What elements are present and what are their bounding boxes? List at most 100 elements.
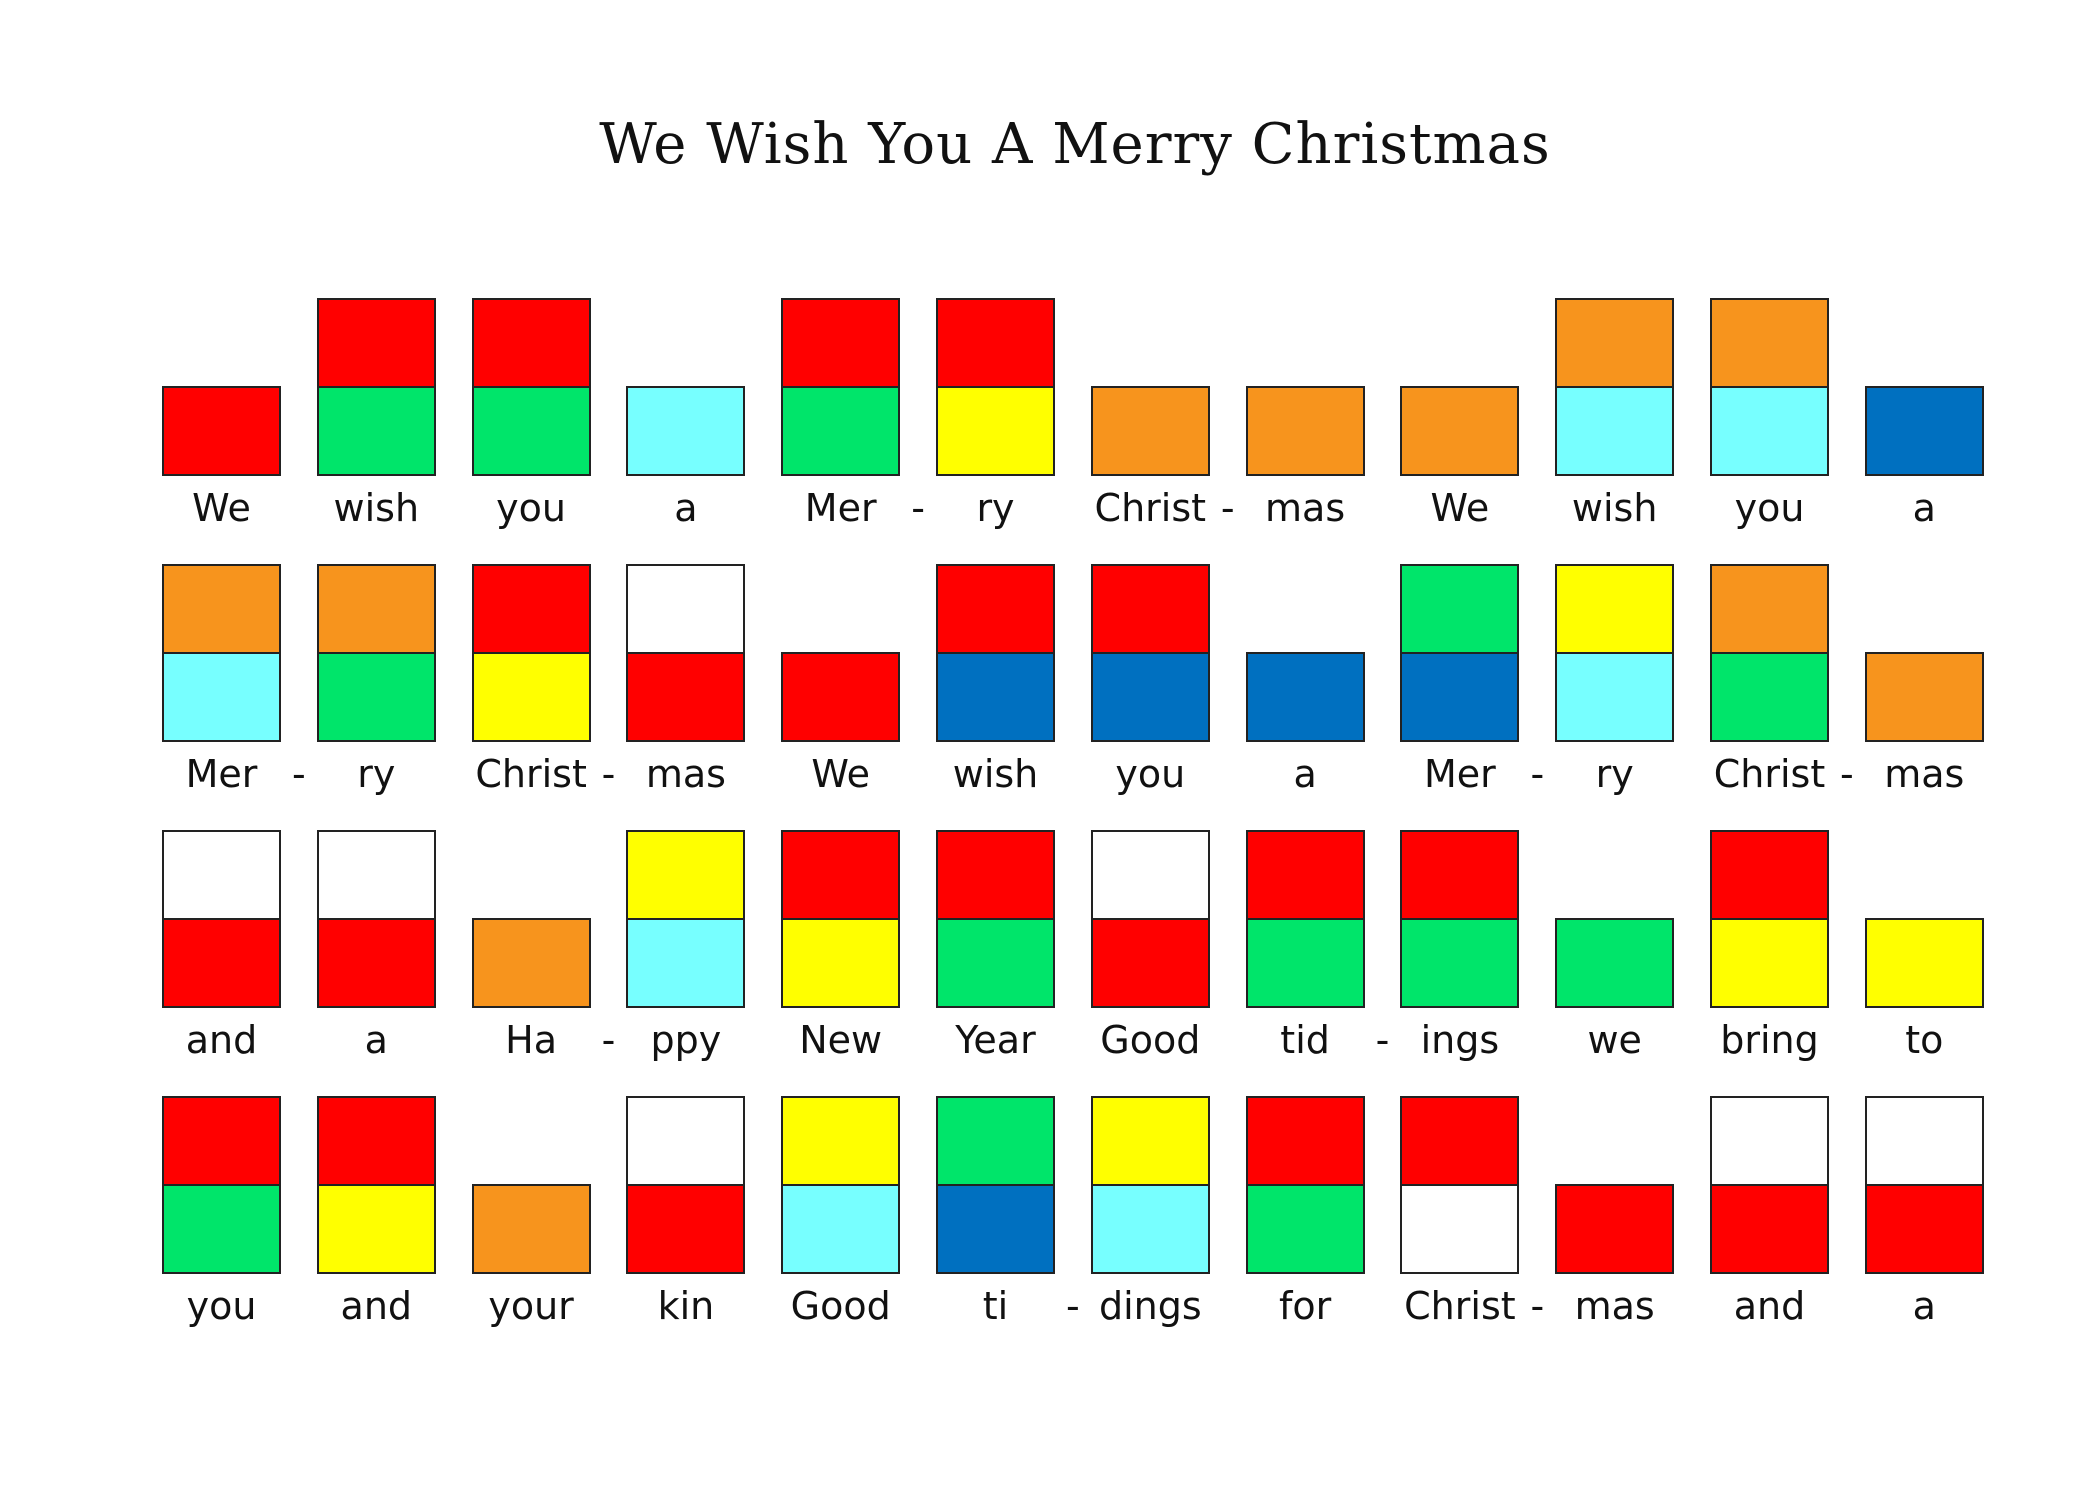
note-block-top <box>1245 830 1365 920</box>
lyric-syllable: and <box>1733 1284 1806 1328</box>
note-block-bottom <box>1245 386 1365 476</box>
note-block-top <box>1400 1096 1520 1186</box>
lyric-syllable: and <box>185 1018 258 1062</box>
note-block-top <box>1090 1096 1210 1186</box>
note-block-bottom <box>1245 652 1365 742</box>
note-block-bottom <box>1710 386 1829 476</box>
lyric-syllable: and <box>340 1284 413 1328</box>
note-block-top <box>316 830 436 920</box>
note-block-bottom <box>1400 386 1520 476</box>
note-block-top <box>316 564 436 654</box>
syllable-hyphen: - <box>1375 1018 1390 1062</box>
lyric-syllable: wish <box>952 752 1039 796</box>
note-block-bottom <box>936 918 1055 1008</box>
lyric-syllable: we <box>1587 1018 1642 1062</box>
note-block-bottom <box>316 1184 436 1274</box>
note-block-bottom <box>471 918 591 1008</box>
note-block-top <box>1710 564 1829 654</box>
note-block-bottom <box>1245 918 1365 1008</box>
lyric-syllable: a <box>364 1018 388 1062</box>
syllable-hyphen: - <box>1220 486 1235 530</box>
note-block-bottom <box>1555 1184 1675 1274</box>
lyric-syllable: dings <box>1098 1284 1202 1328</box>
lyric-syllable: Mer <box>185 752 258 796</box>
lyric-syllable: bring <box>1720 1018 1819 1062</box>
syllable-hyphen: - <box>1530 1284 1545 1328</box>
note-block-top <box>316 1096 436 1186</box>
lyric-syllable: Christ <box>475 752 587 796</box>
note-block-bottom <box>626 1184 746 1274</box>
note-block-bottom <box>1710 918 1829 1008</box>
note-block-top <box>162 1096 281 1186</box>
syllable-hyphen: - <box>1066 1284 1080 1328</box>
lyric-syllable: Good <box>790 1284 891 1328</box>
note-block-bottom <box>1400 1184 1520 1274</box>
note-block-bottom <box>316 918 436 1008</box>
lyric-syllable: We <box>811 752 871 796</box>
note-block-bottom <box>626 386 746 476</box>
lyric-syllable: Ha <box>505 1018 558 1062</box>
lyric-syllable: kin <box>657 1284 715 1328</box>
note-block-top <box>1710 1096 1829 1186</box>
note-block-bottom <box>1090 652 1210 742</box>
lyric-syllable: your <box>488 1284 574 1328</box>
note-block-bottom <box>936 1184 1055 1274</box>
lyric-syllable: New <box>799 1018 883 1062</box>
note-block-top <box>781 830 901 920</box>
note-block-bottom <box>1400 918 1520 1008</box>
lyric-syllable: a <box>1912 486 1936 530</box>
note-block-top <box>1400 564 1520 654</box>
note-block-top <box>1864 1096 1984 1186</box>
note-block-bottom <box>1555 652 1675 742</box>
syllable-hyphen: - <box>1840 752 1854 796</box>
note-block-bottom <box>471 652 591 742</box>
note-block-bottom <box>1710 1184 1829 1274</box>
syllable-hyphen: - <box>601 1018 616 1062</box>
note-block-top <box>1710 830 1829 920</box>
note-block-bottom <box>162 652 281 742</box>
note-block-bottom <box>162 1184 281 1274</box>
note-block-bottom <box>471 386 591 476</box>
lyric-syllable: ry <box>1595 752 1634 796</box>
note-block-bottom <box>781 918 901 1008</box>
lyric-syllable: tid <box>1280 1018 1330 1062</box>
note-block-bottom <box>1710 652 1829 742</box>
lyric-syllable: ry <box>357 752 396 796</box>
note-block-bottom <box>316 652 436 742</box>
note-block-top <box>316 298 436 388</box>
lyric-syllable: ppy <box>650 1018 722 1062</box>
lyric-syllable: Christ <box>1404 1284 1516 1328</box>
lyric-syllable: for <box>1278 1284 1332 1328</box>
note-block-top <box>162 564 281 654</box>
lyric-syllable: mas <box>1265 486 1346 530</box>
lyric-syllable: a <box>1293 752 1317 796</box>
note-block-top <box>1245 1096 1365 1186</box>
syllable-hyphen: - <box>911 486 925 530</box>
note-block-top <box>626 564 746 654</box>
lyric-syllable: wish <box>333 486 420 530</box>
note-block-bottom <box>936 652 1055 742</box>
note-block-bottom <box>1555 918 1675 1008</box>
lyric-syllable: Christ <box>1094 486 1207 530</box>
lyric-syllable: mas <box>645 752 726 796</box>
lyric-syllable: you <box>186 1284 257 1328</box>
lyric-syllable: We <box>192 486 251 530</box>
note-block-bottom <box>1864 918 1984 1008</box>
note-block-top <box>471 564 591 654</box>
lyric-syllable: ings <box>1420 1018 1500 1062</box>
lyric-syllable: Christ <box>1713 752 1826 796</box>
note-block-bottom <box>1090 918 1210 1008</box>
note-block-bottom <box>471 1184 591 1274</box>
lyric-syllable: wish <box>1571 486 1658 530</box>
note-block-top <box>626 830 746 920</box>
note-block-top <box>162 830 281 920</box>
syllable-hyphen: - <box>601 752 616 796</box>
note-block-bottom <box>1400 652 1520 742</box>
lyric-syllable: you <box>496 486 566 530</box>
note-block-top <box>781 1096 901 1186</box>
lyric-syllable: Good <box>1100 1018 1201 1062</box>
lyric-syllable: mas <box>1884 752 1965 796</box>
note-block-bottom <box>781 1184 901 1274</box>
note-block-bottom <box>1864 1184 1984 1274</box>
note-block-bottom <box>1864 386 1984 476</box>
